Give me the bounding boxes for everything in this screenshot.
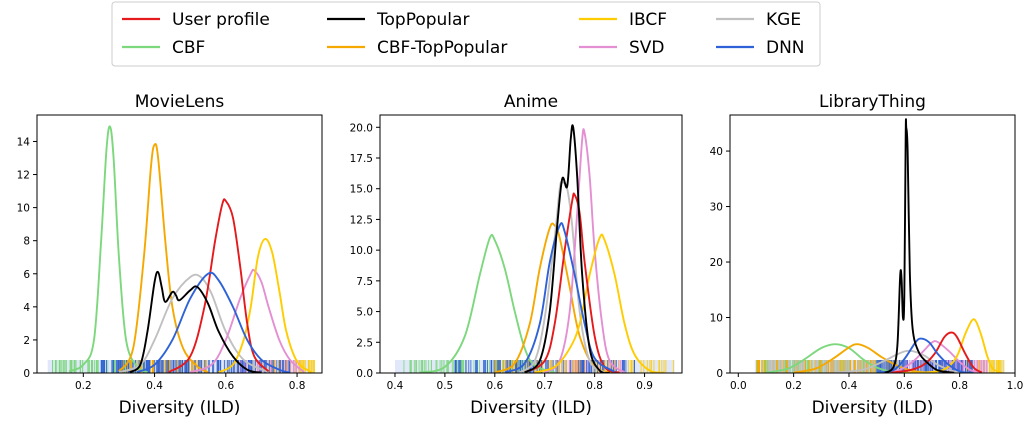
y-tick-label: 4 <box>23 302 30 314</box>
y-tick-label: 15.0 <box>350 184 373 196</box>
series-line-cbf <box>68 125 148 373</box>
legend-entry: SVD <box>579 38 665 58</box>
x-tick-label: 0.8 <box>289 380 306 392</box>
panel-title: LibraryThing <box>819 92 926 112</box>
x-axis-label: Diversity (ILD) <box>119 398 241 418</box>
series-line-cbf-toppopular <box>494 222 615 373</box>
legend-label: CBF-TopPopular <box>377 38 507 58</box>
series-line-svd <box>882 340 983 373</box>
series-line-cbf-toppopular <box>793 343 933 373</box>
legend-entry: CBF-TopPopular <box>327 38 507 58</box>
y-tick-label: 20 <box>710 257 723 269</box>
y-tick-label: 8 <box>23 236 30 248</box>
legend-label: KGE <box>766 10 801 30</box>
y-tick-label: 10.0 <box>350 245 373 257</box>
series-line-ibcf <box>218 238 312 373</box>
series-line-user-profile <box>890 331 983 373</box>
y-tick-label: 17.5 <box>350 153 373 165</box>
series-line-cbf <box>765 343 910 373</box>
y-tick-label: 12 <box>17 170 30 182</box>
x-tick-label: 1.0 <box>1007 380 1024 392</box>
plot-area <box>754 118 1005 373</box>
series-line-toppopular <box>129 270 262 373</box>
y-tick-label: 30 <box>710 202 723 214</box>
legend-entry: CBF <box>122 38 205 58</box>
panels: MovieLens 0.2 0.4 0.6 0.8 0 2 4 6 8 10 12 14 Diversit… <box>17 92 1024 418</box>
legend-label: CBF <box>172 38 205 58</box>
series-line-ibcf <box>534 233 665 373</box>
series-line-svd <box>544 128 626 373</box>
y-tick-label: 14 <box>17 136 31 148</box>
x-tick-label: 0.2 <box>785 380 802 392</box>
panel-librarything: LibraryThing 0.0 0.2 0.4 0.6 0.8 1.0 0 10 20 30 40 D… <box>710 92 1024 418</box>
x-tick-label: 0.6 <box>217 380 234 392</box>
x-tick-label: 0.6 <box>486 380 503 392</box>
panel-title: Anime <box>504 92 558 112</box>
legend-label: SVD <box>629 38 665 58</box>
legend-entry: TopPopular <box>327 10 469 30</box>
legend-label: TopPopular <box>376 10 469 30</box>
plot-area <box>394 124 675 373</box>
x-tick-label: 0.5 <box>437 380 454 392</box>
x-tick-label: 0.6 <box>896 380 913 392</box>
axes-frame <box>729 114 1016 374</box>
y-tick-label: 7.5 <box>356 276 373 288</box>
series-line-user-profile <box>524 192 620 373</box>
x-tick-label: 0.8 <box>586 380 603 392</box>
series-line-user-profile <box>168 198 270 373</box>
panel-anime: Anime 0.4 0.5 0.6 0.7 0.8 0.9 0.0 2.5 5.0 7.5 10.0 1… <box>350 92 683 418</box>
series-line-toppopular <box>884 118 955 373</box>
series-line-ibcf <box>904 318 1002 373</box>
series-line-cbf <box>419 233 556 373</box>
series-line-dnn <box>136 271 291 373</box>
legend: User profile CBF TopPopular CBF-TopPopular I… <box>111 1 821 67</box>
series-line-svd <box>189 268 305 373</box>
axes-frame <box>379 114 683 374</box>
y-tick-label: 0.0 <box>356 368 373 380</box>
y-tick-label: 2.5 <box>356 337 373 349</box>
legend-label: User profile <box>172 10 270 30</box>
x-tick-label: 0.9 <box>636 380 653 392</box>
x-axis-label: Diversity (ILD) <box>812 398 934 418</box>
legend-label: DNN <box>766 38 805 58</box>
series-line-kge <box>118 273 269 373</box>
legend-entry: DNN <box>716 38 805 58</box>
legend-entry: User profile <box>122 10 270 30</box>
x-axis-label: Diversity (ILD) <box>470 398 592 418</box>
y-tick-label: 0 <box>23 368 30 380</box>
x-tick-label: 0.2 <box>75 380 92 392</box>
y-tick-label: 10 <box>17 203 30 215</box>
axes-frame <box>36 114 323 374</box>
y-tick-label: 20.0 <box>350 122 373 134</box>
series-line-cbf-toppopular <box>118 143 209 373</box>
x-tick-label: 0.4 <box>146 380 163 392</box>
plot-area <box>47 125 315 373</box>
y-tick-label: 12.5 <box>350 214 373 226</box>
x-tick-label: 0.4 <box>387 380 404 392</box>
series-line-toppopular <box>524 124 610 373</box>
y-tick-label: 10 <box>710 313 723 325</box>
x-tick-label: 0.8 <box>951 380 968 392</box>
legend-label: IBCF <box>629 10 667 30</box>
panel-movielens: MovieLens 0.2 0.4 0.6 0.8 0 2 4 6 8 10 12 14 Diversit… <box>17 92 323 418</box>
legend-entry: KGE <box>716 10 801 30</box>
panel-title: MovieLens <box>135 92 225 112</box>
x-tick-label: 0.7 <box>536 380 553 392</box>
y-tick-label: 2 <box>23 335 30 347</box>
legend-entry: IBCF <box>579 10 667 30</box>
y-tick-label: 5.0 <box>356 307 373 319</box>
x-tick-label: 0.4 <box>841 380 858 392</box>
y-tick-label: 6 <box>23 269 30 281</box>
y-tick-label: 0 <box>716 368 723 380</box>
series-line-dnn <box>876 337 974 373</box>
x-tick-label: 0.0 <box>730 380 747 392</box>
y-tick-label: 40 <box>710 146 723 158</box>
legend-frame <box>111 1 821 67</box>
